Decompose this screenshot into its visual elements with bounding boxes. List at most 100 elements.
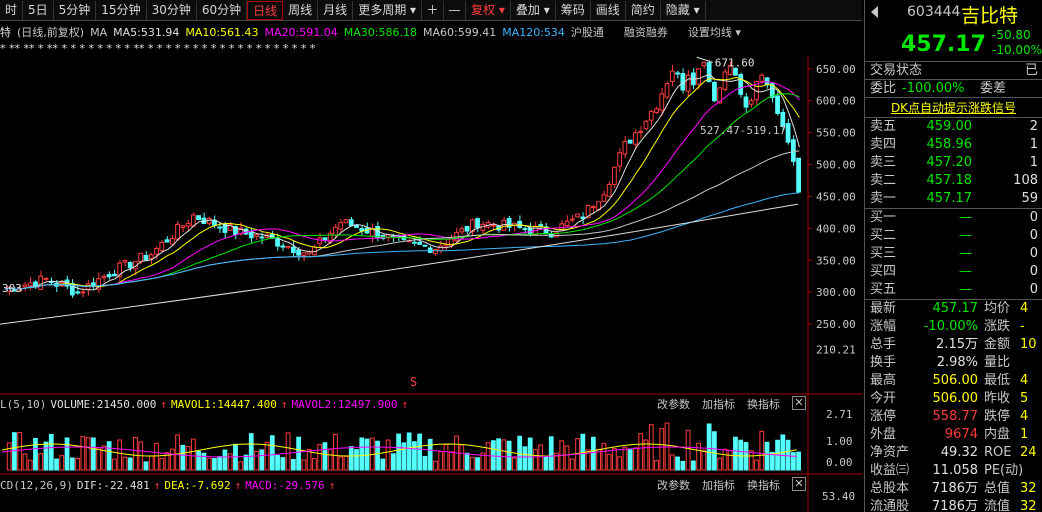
volume-bar (543, 456, 549, 471)
candle-body (638, 130, 644, 133)
toolbar-btn-1[interactable]: 5日 (23, 0, 54, 20)
macd-change-params[interactable]: 改参数 (657, 479, 690, 492)
stat-value: 11.058 (932, 463, 979, 478)
kline-chart[interactable]: 650.00 600.00 550.00 500.00 450.00 400.00 350.… (0, 56, 862, 512)
toolbar-btn-7[interactable]: 周线 (283, 0, 319, 20)
margin-link[interactable]: 融资融券 (623, 26, 668, 39)
ma5-value: MA5:531.94 (113, 25, 180, 39)
volume-bar (696, 442, 701, 471)
macd-add-indicator[interactable]: 加指标 (702, 479, 735, 492)
stat-label-2: 跌停 (984, 409, 1011, 424)
toolbar-btn-14[interactable]: 筹码 (556, 0, 591, 20)
toolbar-btn-4[interactable]: 30分钟 (147, 0, 197, 20)
candle-body (580, 216, 586, 220)
chart-title: 特 (0, 26, 11, 39)
candle-body (764, 77, 770, 86)
volume-bar (769, 451, 775, 471)
volume-bar (238, 461, 244, 471)
toolbar-btn-0[interactable]: 时 (0, 0, 24, 20)
stat-value: 49.32 (940, 445, 978, 460)
candle-body (748, 100, 754, 105)
mavol1-line (1, 443, 797, 457)
volume-bar (90, 437, 96, 471)
collapse-arrow-icon[interactable] (871, 6, 878, 18)
volume-bar (217, 456, 223, 471)
volume-bar (43, 441, 49, 471)
stat-value: 2.98% (936, 355, 978, 370)
row-label: 买五 (870, 282, 897, 297)
toolbar-btn-3[interactable]: 15分钟 (96, 0, 147, 20)
candle-body (127, 262, 133, 269)
toolbar-btn-5[interactable]: 60分钟 (197, 0, 248, 20)
vol-add-indicator[interactable]: 加指标 (702, 398, 735, 411)
candle-body (717, 87, 723, 104)
toolbar-btn-12[interactable]: 复权 ▾ (466, 0, 511, 20)
volume-bar (717, 457, 723, 471)
candle-body (554, 232, 559, 238)
candle-body (285, 245, 291, 249)
bid-row: 买三 — 0 (865, 245, 1042, 263)
weibi-row: 委比 -100.00% 委差 (865, 80, 1042, 98)
candle-body (322, 237, 328, 241)
stat-row: 收益㈢ 11.058 PE(动) (865, 462, 1042, 480)
ask-row: 卖三 457.20 1 (865, 154, 1042, 172)
toolbar-btn-11[interactable]: — (444, 0, 467, 20)
volume-bar (127, 457, 133, 471)
candle-body (96, 278, 101, 290)
volume-bar (17, 431, 23, 471)
volume-bar (527, 437, 533, 471)
volume-bar (554, 452, 559, 471)
volume-bar (585, 449, 591, 471)
volume-bar (785, 439, 791, 471)
toolbar-btn-6[interactable]: 日线 (247, 0, 284, 20)
status-value: 已 (1024, 63, 1038, 78)
toolbar-btn-8[interactable]: 月线 (318, 0, 354, 20)
volume-bar (790, 452, 796, 471)
volume-bar (301, 459, 307, 471)
toolbar-btn-9[interactable]: 更多周期 ▾ (353, 0, 423, 20)
volume-bar (69, 457, 75, 471)
candle-body (743, 96, 749, 108)
candle-body (569, 218, 575, 221)
close-icon[interactable]: ✕ (792, 396, 806, 410)
candle-body (164, 239, 170, 243)
toolbar-btn-16[interactable]: 简约 (626, 0, 661, 20)
stat-row: 涨幅 -10.00% 涨跌 - (865, 318, 1042, 336)
ask-book: 卖五 459.00 2 卖四 458.96 1 卖三 457.20 1 卖二 457.18 108 卖一… (865, 118, 1042, 209)
candle-body (217, 226, 223, 229)
ma30-value: MA30:586.18 (343, 25, 417, 39)
volume-bar (296, 436, 302, 471)
low-label: 303 (2, 282, 22, 295)
row-price: 459.00 (926, 119, 973, 134)
ask-row: 卖二 457.18 108 (865, 172, 1042, 190)
volume-bar (201, 452, 207, 471)
candle-body (175, 223, 180, 240)
hsgt-link[interactable]: 沪股通 (570, 26, 604, 39)
toolbar-btn-10[interactable]: ＋ (422, 0, 445, 20)
volume-bar (522, 446, 528, 471)
stat-label-2: 量比 (984, 355, 1011, 370)
stat-label-2: ROE (984, 445, 1012, 460)
volume-bar (622, 446, 628, 471)
vol-change-params[interactable]: 改参数 (657, 398, 690, 411)
vol-switch-indicator[interactable]: 换指标 (747, 398, 780, 411)
volume-bar (22, 453, 28, 471)
dk-signal-link[interactable]: DK点自动提示涨跌信号 (865, 98, 1042, 118)
candle-body (148, 254, 154, 259)
toolbar-btn-15[interactable]: 画线 (591, 0, 626, 20)
set-ma-link[interactable]: 设置均线 ▾ (687, 26, 741, 39)
toolbar-btn-13[interactable]: 叠加 ▾ (511, 0, 556, 20)
toolbar-btn-17[interactable]: 隐藏 ▾ (661, 0, 706, 20)
volume-bar (222, 449, 228, 471)
macd-switch-indicator[interactable]: 换指标 (747, 479, 780, 492)
y-tick-label: 650.00 (816, 63, 856, 76)
macd-label: CD(12,26,9) (0, 478, 73, 492)
signal-marker: S (410, 375, 417, 389)
stat-value: -10.00% (923, 319, 978, 334)
toolbar-btn-2[interactable]: 5分钟 (54, 0, 97, 20)
close-icon[interactable]: ✕ (792, 477, 806, 491)
candle-body (669, 70, 675, 82)
candle-body (627, 139, 633, 144)
chart-mode[interactable]: (日线,前复权) (17, 26, 85, 39)
stat-value-2: 32 (1020, 499, 1037, 512)
